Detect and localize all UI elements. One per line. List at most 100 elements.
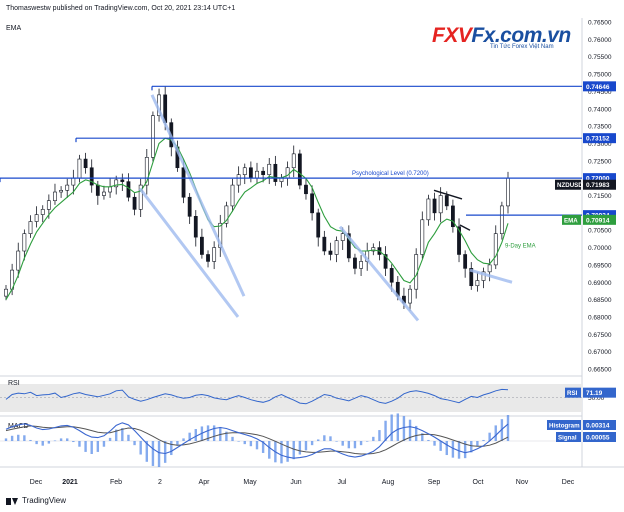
candle xyxy=(4,285,8,301)
symbol-last-price-tag: NZDUSD 0.71983 xyxy=(555,179,616,190)
candle xyxy=(200,228,204,259)
candle xyxy=(138,178,143,218)
candle xyxy=(371,243,376,256)
time-tick-label: Dec xyxy=(30,479,43,486)
tradingview-footer: TradingView xyxy=(6,496,66,505)
svg-text:71.19: 71.19 xyxy=(586,390,603,397)
svg-text:0.73152: 0.73152 xyxy=(586,136,610,143)
macd-histogram-bar xyxy=(121,428,124,441)
time-tick-label: 2 xyxy=(158,479,162,486)
time-tick-label: Dec xyxy=(562,479,575,486)
time-tick-label: Feb xyxy=(110,479,122,486)
ema-indicator-label: EMA xyxy=(6,25,22,32)
candle xyxy=(255,162,259,185)
candle xyxy=(89,159,94,193)
candle xyxy=(273,155,278,186)
macd-histogram-bar xyxy=(47,441,51,444)
macd-pane-label: MACD xyxy=(8,423,29,430)
level-tag: 0.72000 xyxy=(583,173,616,184)
candle xyxy=(310,185,314,221)
svg-text:RSI: RSI xyxy=(567,390,578,397)
candle xyxy=(493,225,498,270)
level-tag: 0.73152 xyxy=(583,133,616,144)
macd-histogram-bar xyxy=(139,441,142,455)
macd-histogram-bar xyxy=(59,438,63,441)
candle xyxy=(132,193,137,216)
candle xyxy=(83,152,88,174)
macd-histogram-bar xyxy=(35,441,38,445)
price-tick-label: 0.71500 xyxy=(588,193,612,200)
candle xyxy=(334,236,339,263)
macd-histogram-bar xyxy=(151,441,155,466)
price-tick-label: 0.73500 xyxy=(588,124,612,131)
candle xyxy=(218,214,223,257)
macd-histogram-bar xyxy=(359,441,363,446)
price-tick-label: 0.67500 xyxy=(588,332,612,339)
price-tick-label: 0.67000 xyxy=(588,349,612,356)
candle xyxy=(432,192,437,221)
rsi-last-tag: RSI 71.19 xyxy=(565,387,616,398)
price-tick-label: 0.69000 xyxy=(588,280,612,287)
candle xyxy=(346,225,351,263)
brand-logo: FXVFx.com.vn Tin Tức Forex Việt Nam xyxy=(432,24,571,50)
macd-histogram-bar xyxy=(255,441,259,450)
rsi-pane-label: RSI xyxy=(8,380,20,387)
price-tick-label: 0.76500 xyxy=(588,20,612,27)
channel-band xyxy=(469,268,513,284)
level-tag: 0.74646 xyxy=(583,81,616,92)
svg-text:Histogram: Histogram xyxy=(549,423,580,430)
macd-histogram-bar xyxy=(212,425,216,441)
macd-histogram-bar xyxy=(372,436,375,441)
tradingview-footer-label: TradingView xyxy=(22,496,67,505)
macd-histogram-bar xyxy=(408,419,412,441)
macd-histogram-bar xyxy=(72,441,75,443)
macd-histogram-bar xyxy=(53,440,57,442)
histogram-last-tag: Histogram 0.00314 xyxy=(547,420,616,430)
candle xyxy=(487,258,492,282)
candle xyxy=(34,206,39,228)
candle xyxy=(353,253,357,275)
price-tick-label: 0.73000 xyxy=(588,141,612,148)
macd-histogram-bar xyxy=(341,441,344,446)
time-tick-label: May xyxy=(243,479,257,486)
candle xyxy=(359,255,363,277)
price-tick-label: 0.68000 xyxy=(588,314,612,321)
macd-histogram-bar xyxy=(421,433,424,441)
price-tick-label: 0.69500 xyxy=(588,262,612,269)
macd-histogram-bar xyxy=(249,441,253,447)
macd-histogram-bar xyxy=(439,441,442,451)
macd-histogram-bar xyxy=(445,441,448,456)
macd-histogram-bar xyxy=(163,441,167,463)
candle xyxy=(469,262,474,290)
time-tick-label: Sep xyxy=(428,479,441,486)
macd-histogram-bar xyxy=(206,425,210,441)
candle xyxy=(279,173,284,188)
macd-histogram-bar xyxy=(347,441,351,449)
macd-histogram-bar xyxy=(353,441,357,449)
macd-histogram-bar xyxy=(78,441,81,447)
channel-band xyxy=(338,225,420,322)
candle xyxy=(297,149,302,190)
ema-last-tag: EMA 0.70914 xyxy=(562,214,616,225)
svg-text:0.72000: 0.72000 xyxy=(586,176,610,183)
candle xyxy=(22,229,27,261)
rsi-tick-label: 50.00 xyxy=(588,395,605,402)
svg-text:Signal: Signal xyxy=(558,435,577,442)
candle xyxy=(193,210,198,247)
svg-text:0.74646: 0.74646 xyxy=(586,84,610,91)
candle xyxy=(383,246,388,277)
macd-histogram-bar xyxy=(396,413,400,441)
candle xyxy=(40,205,45,223)
macd-histogram-bar xyxy=(317,439,320,441)
macd-histogram-bar xyxy=(457,441,461,459)
tradingview-logo-icon xyxy=(6,497,18,505)
macd-histogram-bar xyxy=(176,441,179,446)
macd-histogram-bar xyxy=(329,436,332,441)
macd-histogram-bar xyxy=(4,438,8,441)
candle xyxy=(248,161,253,183)
signal-line xyxy=(5,425,509,455)
price-tick-label: 0.74500 xyxy=(588,89,612,96)
macd-histogram-bar xyxy=(41,441,44,446)
